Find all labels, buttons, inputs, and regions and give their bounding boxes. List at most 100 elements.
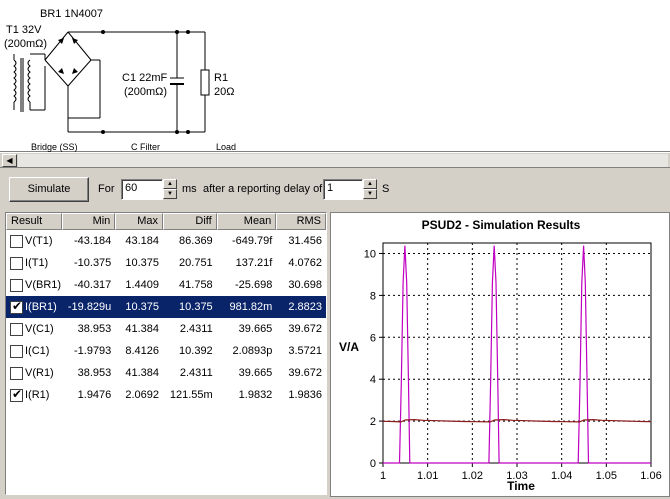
- result-diff-cell: 86.369: [179, 235, 213, 247]
- delay-input[interactable]: 1: [323, 179, 363, 200]
- result-diff-cell: 2.4311: [179, 367, 213, 379]
- result-max-cell: 10.375: [125, 257, 160, 269]
- simulation-controls: Simulate For 60 ▲ ▼ ms after a reporting…: [0, 172, 670, 208]
- result-min-cell: 38.953: [77, 323, 112, 335]
- result-max-cell: 1.4409: [125, 279, 160, 291]
- delay-label: after a reporting delay of: [203, 183, 323, 195]
- table-row[interactable]: I(C1) -1.9793 8.4126 10.392 2.0893p 3.5721: [6, 340, 326, 362]
- transformer-name: T1 32V: [6, 24, 42, 36]
- table-row[interactable]: ✔ I(BR1) -19.829u 10.375 10.375 981.82m 2.8823: [6, 296, 326, 318]
- table-header: Result Min Max Diff Mean RMS: [6, 213, 327, 230]
- result-name: V(R1): [25, 367, 54, 379]
- result-name: V(T1): [25, 235, 53, 247]
- column-header-diff[interactable]: Diff: [163, 213, 217, 230]
- result-name: V(BR1): [25, 279, 62, 291]
- y-tick-label: 8: [370, 290, 376, 302]
- result-name: I(C1): [25, 345, 50, 357]
- result-max-cell: 2.0692: [125, 389, 160, 401]
- result-mean-cell: 39.665: [238, 367, 273, 379]
- spin-down-icon[interactable]: ▼: [163, 189, 177, 199]
- x-tick-label: 1.02: [462, 470, 483, 482]
- s-label: S: [382, 183, 390, 195]
- result-max-cell: 10.375: [125, 301, 160, 313]
- spin-down-icon[interactable]: ▼: [363, 189, 377, 199]
- result-diff-cell: 41.758: [179, 279, 213, 291]
- result-checkbox[interactable]: [10, 366, 23, 380]
- series-line-1: [382, 418, 652, 423]
- result-mean-cell: 1.9832: [238, 389, 273, 401]
- result-name-cell[interactable]: V(C1): [6, 322, 62, 336]
- transformer-resistance: (200mΩ): [4, 38, 48, 50]
- result-name: I(BR1): [25, 301, 57, 313]
- result-name: V(C1): [25, 323, 54, 335]
- chart-title: PSUD2 - Simulation Results: [422, 218, 581, 232]
- simulation-chart: PSUD2 - Simulation Results V/A Time 1 1.0…: [330, 212, 670, 497]
- result-name-cell[interactable]: V(BR1): [6, 278, 62, 292]
- section-label-filter: C Filter: [131, 142, 160, 152]
- result-name-cell[interactable]: I(T1): [6, 256, 62, 270]
- result-checkbox[interactable]: [10, 278, 23, 292]
- table-row[interactable]: V(C1) 38.953 41.384 2.4311 39.665 39.672: [6, 318, 326, 340]
- resistor-value: 20Ω: [214, 86, 235, 98]
- ms-label: ms: [182, 183, 197, 195]
- x-tick-label: 1.05: [596, 470, 617, 482]
- table-row[interactable]: V(R1) 38.953 41.384 2.4311 39.665 39.672: [6, 362, 326, 384]
- column-header-mean[interactable]: Mean: [216, 213, 277, 230]
- chart-ylabel: V/A: [339, 340, 359, 354]
- x-tick-label: 1.06: [640, 470, 661, 482]
- column-header-max[interactable]: Max: [115, 213, 164, 230]
- series-line-0: [383, 245, 651, 464]
- result-checkbox[interactable]: [10, 322, 23, 336]
- resistor-name: R1: [214, 72, 229, 84]
- result-rms-cell: 31.456: [288, 235, 323, 247]
- spin-up-icon[interactable]: ▲: [163, 179, 177, 189]
- table-body: V(T1) -43.184 43.184 86.369 -649.79f 31.456 I(…: [6, 230, 326, 406]
- horizontal-scrollbar[interactable]: ◀: [0, 152, 670, 168]
- result-min-cell: -19.829u: [67, 301, 112, 313]
- column-header-rms[interactable]: RMS: [276, 213, 327, 230]
- spin-up-icon[interactable]: ▲: [363, 179, 377, 189]
- result-rms-cell: 3.5721: [288, 345, 323, 357]
- y-tick-label: 0: [370, 458, 376, 470]
- result-name-cell[interactable]: V(T1): [6, 234, 62, 248]
- column-header-result[interactable]: Result: [6, 213, 62, 230]
- capacitor-resistance: (200mΩ): [124, 86, 168, 98]
- duration-spinner[interactable]: ▲ ▼: [163, 179, 177, 200]
- x-tick-label: 1.04: [551, 470, 572, 482]
- result-checkbox[interactable]: ✔: [10, 386, 23, 402]
- circuit-diagram: [13, 30, 210, 134]
- result-name: I(T1): [25, 257, 49, 269]
- table-row[interactable]: V(BR1) -40.317 1.4409 41.758 -25.698 30.698: [6, 274, 326, 296]
- checkmark-icon: ✔: [12, 386, 23, 401]
- result-mean-cell: 981.82m: [229, 301, 273, 313]
- simulate-button[interactable]: Simulate: [9, 177, 89, 202]
- table-row[interactable]: ✔ I(R1) 1.9476 2.0692 121.55m 1.9832 1.9836: [6, 384, 326, 406]
- result-checkbox[interactable]: [10, 344, 23, 358]
- result-max-cell: 8.4126: [125, 345, 160, 357]
- result-max-cell: 41.384: [125, 323, 160, 335]
- result-name-cell[interactable]: V(R1): [6, 366, 62, 380]
- result-checkbox[interactable]: [10, 256, 23, 270]
- result-checkbox[interactable]: ✔: [10, 298, 23, 314]
- table-row[interactable]: V(T1) -43.184 43.184 86.369 -649.79f 31.456: [6, 230, 326, 252]
- scroll-track[interactable]: [18, 154, 668, 167]
- bridge-name: BR1 1N4007: [40, 8, 103, 20]
- checkmark-icon: ✔: [12, 298, 23, 313]
- result-mean-cell: 39.665: [238, 323, 273, 335]
- for-label: For: [98, 183, 115, 195]
- column-header-min[interactable]: Min: [61, 213, 116, 230]
- result-max-cell: 41.384: [125, 367, 160, 379]
- result-diff-cell: 10.375: [179, 301, 213, 313]
- duration-input[interactable]: 60: [121, 179, 163, 200]
- table-row[interactable]: I(T1) -10.375 10.375 20.751 137.21f 4.0762: [6, 252, 326, 274]
- result-min-cell: 38.953: [77, 367, 112, 379]
- result-name-cell[interactable]: I(C1): [6, 344, 62, 358]
- scroll-left-icon[interactable]: ◀: [2, 154, 17, 167]
- result-name-cell[interactable]: ✔ I(R1): [6, 386, 62, 402]
- result-checkbox[interactable]: [10, 234, 23, 248]
- x-tick-label: 1.01: [417, 470, 438, 482]
- result-mean-cell: 137.21f: [235, 257, 273, 269]
- delay-spinner[interactable]: ▲ ▼: [363, 179, 377, 200]
- result-name-cell[interactable]: ✔ I(BR1): [6, 298, 62, 314]
- result-max-cell: 43.184: [125, 235, 160, 247]
